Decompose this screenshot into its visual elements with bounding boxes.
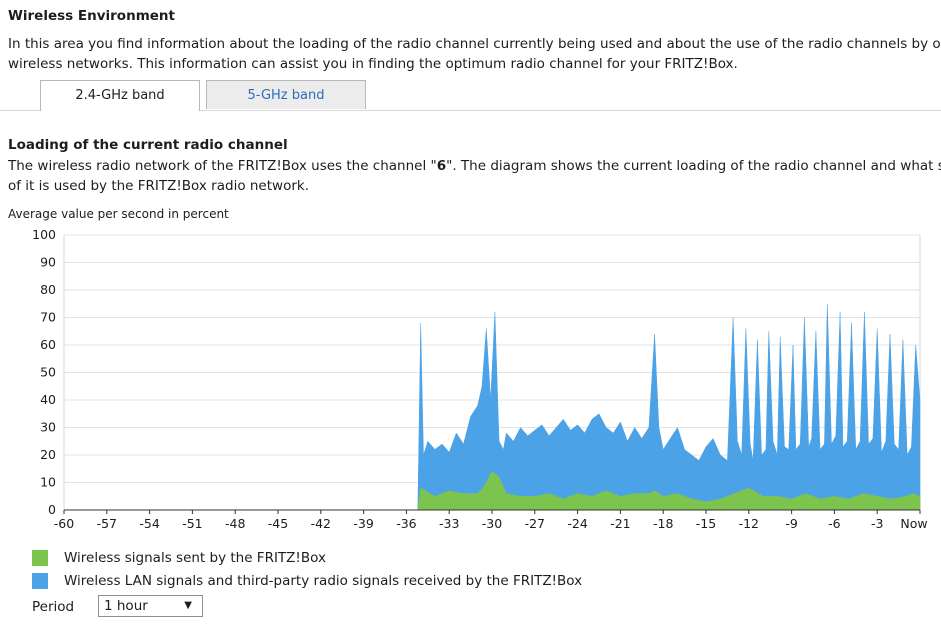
y-axis-ticks: 0 10 20 30 40 50 60 70 80 90 100 (32, 227, 56, 517)
y-tick-label: 90 (40, 255, 56, 270)
period-label: Period (32, 599, 75, 615)
channel-number: 6 (436, 158, 447, 174)
y-tick-label: 60 (40, 337, 56, 352)
x-tick-label: -33 (439, 516, 459, 531)
x-tick-label: -18 (653, 516, 673, 531)
legend-label-fritzbox-sent: Wireless signals sent by the FRITZ!Box (64, 550, 326, 566)
y-tick-label: 30 (40, 420, 56, 435)
x-tick-label: -48 (225, 516, 245, 531)
legend-label-received: Wireless LAN signals and third-party rad… (64, 573, 583, 589)
x-tick-label: -3 (871, 516, 883, 531)
section-title: Wireless Environment (8, 8, 175, 24)
x-tick-label: -39 (353, 516, 373, 531)
y-tick-label: 20 (40, 447, 56, 462)
period-select[interactable]: 1 hour ▼ (98, 595, 203, 617)
area-fritzbox-sent (417, 471, 921, 511)
legend-swatch-blue (32, 573, 48, 589)
x-tick-label: -51 (182, 516, 202, 531)
loading-description-line1: The wireless radio network of the FRITZ!… (8, 156, 941, 176)
x-tick-label: -21 (610, 516, 630, 531)
y-tick-label: 10 (40, 475, 56, 490)
x-tick-label: -6 (828, 516, 841, 531)
y-tick-label: 40 (40, 392, 56, 407)
x-tick-label: -15 (696, 516, 716, 531)
x-tick-label: -42 (311, 516, 331, 531)
y-tick-label: 100 (32, 227, 56, 242)
y-tick-label: 80 (40, 282, 56, 297)
loading-title: Loading of the current radio channel (8, 137, 288, 153)
x-tick-label: -24 (567, 516, 587, 531)
x-axis-ticks: -60 -57 -54 -51 -48 -45 -42 -39 -36 -33 -30 -27 -24 -… (54, 510, 928, 531)
x-tick-label: Now (900, 516, 927, 531)
loading-description-part-a: The wireless radio network of the FRITZ!… (8, 158, 437, 174)
band-tabs: 2.4-GHz band 5-GHz band (0, 80, 941, 111)
tab-5ghz-band[interactable]: 5-GHz band (206, 80, 366, 109)
section-description-line2: wireless networks. This information can … (8, 56, 738, 72)
x-tick-label: -12 (739, 516, 759, 531)
x-tick-label: -36 (396, 516, 416, 531)
loading-description-part-b: ". The diagram shows the current loading… (446, 158, 941, 174)
x-tick-label: -54 (139, 516, 159, 531)
tab-2-4ghz-band[interactable]: 2.4-GHz band (40, 80, 200, 111)
legend-swatch-green (32, 550, 48, 566)
x-tick-label: -27 (525, 516, 545, 531)
axis-note: Average value per second in percent (8, 207, 229, 221)
series-layer (417, 303, 921, 511)
legend-item-received: Wireless LAN signals and third-party rad… (32, 573, 582, 589)
x-tick-label: -30 (482, 516, 502, 531)
legend-item-fritzbox-sent: Wireless signals sent by the FRITZ!Box (32, 550, 326, 566)
chevron-down-icon: ▼ (184, 600, 192, 611)
radio-channel-chart: 0 10 20 30 40 50 60 70 80 90 100 -60 -57 -54 -51 -48 -4… (32, 227, 928, 531)
section-description-line1: In this area you find information about … (8, 36, 941, 52)
y-tick-label: 0 (48, 502, 56, 517)
x-tick-label: -45 (268, 516, 288, 531)
loading-description-line2: of it is used by the FRITZ!Box radio net… (8, 178, 309, 194)
period-select-value: 1 hour (104, 598, 148, 614)
y-tick-label: 70 (40, 310, 56, 325)
x-tick-label: -9 (785, 516, 798, 531)
y-tick-label: 50 (40, 365, 56, 380)
x-tick-label: -57 (97, 516, 117, 531)
x-tick-label: -60 (54, 516, 74, 531)
area-received-signals (417, 303, 921, 511)
